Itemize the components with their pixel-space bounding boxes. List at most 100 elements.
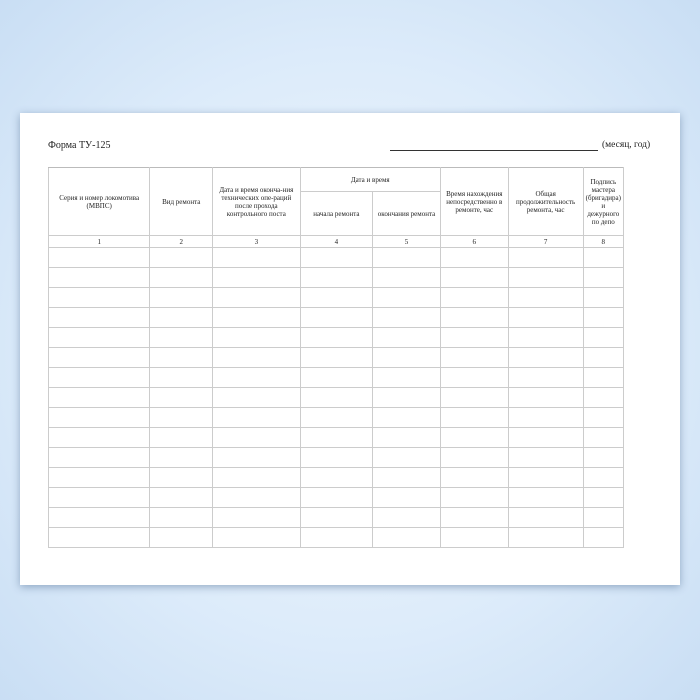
table-cell[interactable]: [372, 407, 441, 428]
table-cell[interactable]: [212, 347, 301, 368]
table-cell[interactable]: [47, 247, 151, 268]
table-cell[interactable]: [299, 467, 374, 488]
table-cell[interactable]: [582, 447, 625, 468]
table-cell[interactable]: [372, 507, 441, 528]
table-cell[interactable]: [372, 287, 441, 308]
table-cell[interactable]: [507, 367, 584, 388]
table-cell[interactable]: [372, 307, 441, 328]
table-cell[interactable]: [212, 387, 301, 408]
table-cell[interactable]: [149, 367, 214, 388]
table-cell[interactable]: [212, 287, 301, 308]
table-cell[interactable]: [507, 307, 584, 328]
table-cell[interactable]: [212, 487, 301, 508]
table-cell[interactable]: [439, 487, 509, 508]
table-cell[interactable]: [299, 447, 374, 468]
table-cell[interactable]: [582, 467, 625, 488]
table-cell[interactable]: [299, 367, 374, 388]
table-cell[interactable]: [47, 367, 151, 388]
table-cell[interactable]: [299, 487, 374, 508]
table-cell[interactable]: [439, 307, 509, 328]
table-cell[interactable]: [47, 447, 151, 468]
table-cell[interactable]: [507, 267, 584, 288]
table-cell[interactable]: [582, 487, 625, 508]
table-cell[interactable]: [507, 327, 584, 348]
table-cell[interactable]: [507, 467, 584, 488]
table-cell[interactable]: [372, 247, 441, 268]
table-cell[interactable]: [212, 407, 301, 428]
table-cell[interactable]: [582, 327, 625, 348]
table-cell[interactable]: [507, 287, 584, 308]
table-cell[interactable]: [582, 287, 625, 308]
table-cell[interactable]: [507, 247, 584, 268]
table-cell[interactable]: [299, 407, 374, 428]
table-cell[interactable]: [439, 427, 509, 448]
table-cell[interactable]: [299, 247, 374, 268]
table-cell[interactable]: [212, 367, 301, 388]
table-cell[interactable]: [582, 527, 625, 548]
table-cell[interactable]: [439, 347, 509, 368]
table-cell[interactable]: [47, 487, 151, 508]
table-cell[interactable]: [507, 527, 584, 548]
table-cell[interactable]: [299, 507, 374, 528]
table-cell[interactable]: [149, 307, 214, 328]
table-cell[interactable]: [212, 327, 301, 348]
table-cell[interactable]: [439, 467, 509, 488]
table-cell[interactable]: [372, 367, 441, 388]
table-cell[interactable]: [439, 507, 509, 528]
table-cell[interactable]: [149, 247, 214, 268]
table-cell[interactable]: [47, 327, 151, 348]
table-cell[interactable]: [47, 387, 151, 408]
table-cell[interactable]: [149, 467, 214, 488]
table-cell[interactable]: [439, 287, 509, 308]
table-cell[interactable]: [372, 387, 441, 408]
table-cell[interactable]: [212, 427, 301, 448]
table-cell[interactable]: [149, 267, 214, 288]
table-cell[interactable]: [372, 327, 441, 348]
table-cell[interactable]: [149, 427, 214, 448]
table-cell[interactable]: [439, 527, 509, 548]
table-cell[interactable]: [372, 267, 441, 288]
table-cell[interactable]: [212, 507, 301, 528]
table-cell[interactable]: [299, 267, 374, 288]
table-cell[interactable]: [212, 467, 301, 488]
table-cell[interactable]: [212, 247, 301, 268]
table-cell[interactable]: [439, 267, 509, 288]
table-cell[interactable]: [299, 287, 374, 308]
table-cell[interactable]: [582, 407, 625, 428]
table-cell[interactable]: [439, 367, 509, 388]
table-cell[interactable]: [299, 347, 374, 368]
table-cell[interactable]: [582, 307, 625, 328]
table-cell[interactable]: [149, 527, 214, 548]
table-cell[interactable]: [299, 307, 374, 328]
table-cell[interactable]: [47, 527, 151, 548]
table-cell[interactable]: [507, 347, 584, 368]
table-cell[interactable]: [47, 307, 151, 328]
table-cell[interactable]: [149, 487, 214, 508]
table-cell[interactable]: [299, 527, 374, 548]
table-cell[interactable]: [582, 247, 625, 268]
table-cell[interactable]: [372, 447, 441, 468]
table-cell[interactable]: [47, 467, 151, 488]
table-cell[interactable]: [372, 527, 441, 548]
table-cell[interactable]: [149, 327, 214, 348]
table-cell[interactable]: [372, 487, 441, 508]
table-cell[interactable]: [149, 387, 214, 408]
table-cell[interactable]: [372, 467, 441, 488]
table-cell[interactable]: [149, 407, 214, 428]
period-blank-line[interactable]: [390, 150, 598, 151]
table-cell[interactable]: [582, 347, 625, 368]
table-cell[interactable]: [507, 447, 584, 468]
table-cell[interactable]: [582, 507, 625, 528]
table-cell[interactable]: [582, 427, 625, 448]
table-cell[interactable]: [439, 387, 509, 408]
table-cell[interactable]: [47, 427, 151, 448]
table-cell[interactable]: [212, 447, 301, 468]
table-cell[interactable]: [212, 527, 301, 548]
table-cell[interactable]: [439, 247, 509, 268]
table-cell[interactable]: [372, 427, 441, 448]
table-cell[interactable]: [507, 507, 584, 528]
table-cell[interactable]: [47, 287, 151, 308]
table-cell[interactable]: [439, 447, 509, 468]
table-cell[interactable]: [507, 387, 584, 408]
table-cell[interactable]: [212, 307, 301, 328]
